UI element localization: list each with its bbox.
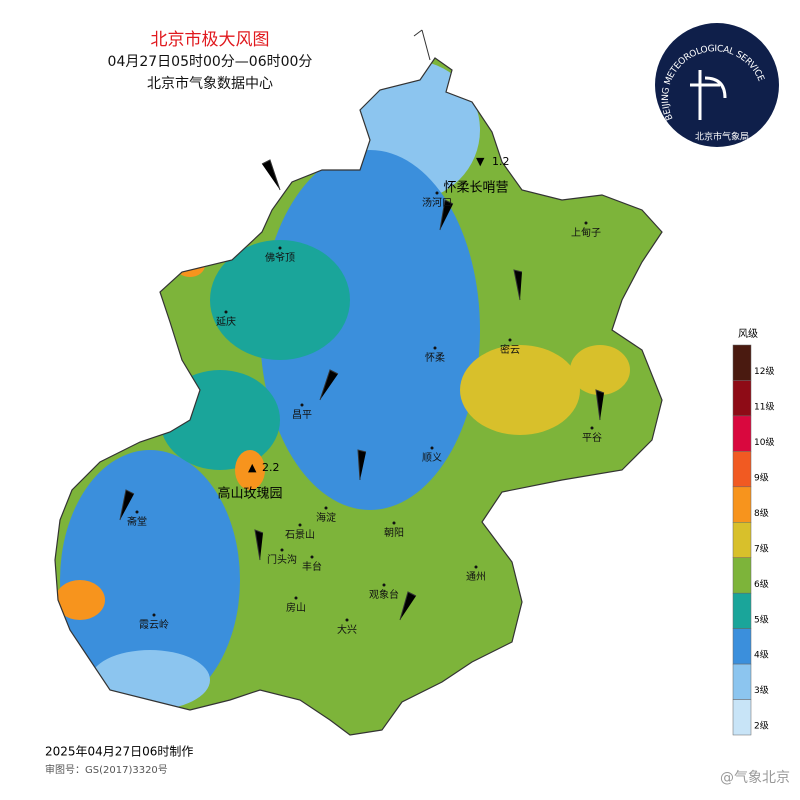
legend-label: 6级 xyxy=(754,578,769,590)
station-label: 高山玫瑰园 xyxy=(217,486,282,502)
place-dot xyxy=(474,565,478,569)
place-label: 霞云岭 xyxy=(139,618,169,631)
place-label: 朝阳 xyxy=(384,527,404,539)
place-dot xyxy=(392,521,396,525)
place-label: 佛爷顶 xyxy=(265,251,295,264)
place-label: 海淀 xyxy=(316,511,336,524)
legend-label: 5级 xyxy=(754,613,769,625)
place-dot xyxy=(584,221,588,225)
legend: 风级 12级 11级 10级 9级 8级 7级 6级 5级 4级 3级 2级 xyxy=(732,328,774,736)
made-date: 2025年04月27日06时制作 xyxy=(45,745,193,759)
legend-swatch xyxy=(732,344,752,381)
place-dot xyxy=(430,446,434,450)
title: 北京市极大风图 xyxy=(151,30,270,50)
place-dot xyxy=(135,510,139,514)
place-dot xyxy=(224,310,228,314)
legend-swatch xyxy=(732,663,752,700)
legend-label: 7级 xyxy=(754,542,769,554)
legend-title: 风级 xyxy=(738,328,758,340)
legend-swatch xyxy=(732,557,752,594)
station-label: 怀柔长哨营 xyxy=(443,181,508,196)
place-dot xyxy=(508,338,512,342)
legend-swatch xyxy=(732,592,752,629)
place-dot xyxy=(300,403,304,407)
place-dot xyxy=(278,246,282,250)
legend-swatch xyxy=(732,380,752,417)
place-dot xyxy=(280,548,284,552)
legend-swatch xyxy=(732,486,752,523)
place-label: 昌平 xyxy=(292,409,312,421)
approval: 审图号：GS(2017)3320号 xyxy=(45,763,168,776)
legend-label: 9级 xyxy=(754,471,769,483)
station-value: 1.2 xyxy=(492,155,510,168)
legend-swatch xyxy=(732,699,752,736)
place-dot xyxy=(345,618,349,622)
legend-swatch xyxy=(732,415,752,452)
wind-barbs xyxy=(119,29,605,621)
wind-field xyxy=(55,58,662,735)
legend-label: 8级 xyxy=(754,507,769,519)
place-dot xyxy=(433,346,437,350)
station-value: 2.2 xyxy=(262,461,280,474)
watermark: @气象北京 xyxy=(720,770,790,786)
place-label: 大兴 xyxy=(337,623,357,636)
logo: BEIJING METEOROLOGICAL SERVICE 北京市气象局 xyxy=(655,23,779,147)
place-dot xyxy=(324,506,328,510)
place-label: 平谷 xyxy=(582,432,602,444)
legend-label: 10级 xyxy=(754,436,774,448)
place-label: 丰台 xyxy=(302,560,322,573)
legend-label: 12级 xyxy=(754,365,774,377)
legend-label: 11级 xyxy=(754,401,774,413)
place-label: 上甸子 xyxy=(571,226,601,239)
time-range: 04月27日05时00分—06时00分 xyxy=(108,54,313,70)
place-dot xyxy=(298,523,302,527)
legend-swatch xyxy=(732,451,752,488)
legend-label: 3级 xyxy=(754,684,769,696)
place-label: 顺义 xyxy=(422,452,442,464)
place-label: 通州 xyxy=(466,571,486,583)
place-dot xyxy=(435,191,439,195)
place-dot xyxy=(310,555,314,559)
place-dot xyxy=(152,613,156,617)
logo-name: 北京市气象局 xyxy=(695,131,749,143)
station-marker: ▼ xyxy=(476,155,485,168)
legend-swatch xyxy=(732,522,752,558)
station-marker: ▲ xyxy=(248,461,257,474)
legend-swatch xyxy=(732,628,752,665)
issuer: 北京市气象数据中心 xyxy=(147,75,273,92)
place-label: 汤河口 xyxy=(422,196,452,209)
legend-label: 4级 xyxy=(754,649,769,661)
place-dot xyxy=(382,583,386,587)
place-label: 延庆 xyxy=(216,315,236,328)
place-dot xyxy=(590,426,594,430)
place-label: 怀柔 xyxy=(425,352,445,364)
place-label: 斋堂 xyxy=(127,515,147,528)
place-dot xyxy=(294,596,298,600)
legend-label: 2级 xyxy=(754,720,769,732)
place-label: 密云 xyxy=(500,343,520,356)
place-label: 门头沟 xyxy=(267,553,297,566)
place-label: 观象台 xyxy=(369,588,399,601)
place-label: 石景山 xyxy=(285,529,315,541)
place-label: 房山 xyxy=(286,601,306,614)
